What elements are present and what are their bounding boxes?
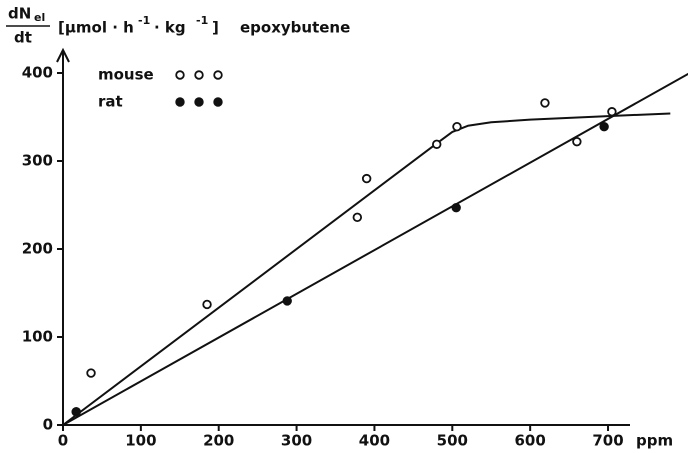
legend-marker — [213, 97, 223, 107]
data-point — [452, 121, 462, 132]
y-axis — [56, 47, 70, 425]
data-point — [71, 407, 81, 417]
legend-marker — [194, 97, 204, 107]
x-tick-label: 500 — [437, 432, 468, 450]
y-tick-label: 200 — [22, 240, 53, 258]
y-label-exp: -1 — [138, 14, 150, 27]
x-unit: ppm — [636, 432, 673, 450]
y-label-substance: epoxybutene — [240, 19, 350, 37]
fit-line — [62, 72, 688, 426]
y-label-unit: [µmol · h — [58, 19, 134, 37]
x-tick-label: 100 — [125, 432, 156, 450]
data-point — [451, 202, 461, 213]
y-label-numerator: dN — [8, 5, 31, 23]
fit-line — [62, 112, 671, 426]
x-tick-label: 600 — [515, 432, 546, 450]
legend-marker — [213, 70, 223, 80]
x-tick-label: 300 — [281, 432, 312, 450]
y-tick-label: 100 — [22, 328, 53, 346]
data-point — [599, 121, 609, 132]
y-tick-label: 300 — [22, 152, 53, 170]
x-tick-label: 400 — [359, 432, 390, 450]
data-point — [572, 136, 582, 147]
x-tick-label: 0 — [58, 432, 68, 450]
data-point — [432, 139, 442, 149]
legend-marker — [175, 70, 185, 80]
legend-marker — [194, 70, 204, 80]
data-point — [352, 212, 363, 223]
data-point — [540, 98, 550, 108]
y-label-numerator-sub: el — [34, 11, 45, 24]
y-tick-label: 400 — [22, 64, 53, 82]
data-point — [361, 173, 372, 184]
y-label-unit: ] — [212, 19, 219, 37]
y-label-denominator: dt — [14, 29, 32, 47]
y-tick-label: 0 — [43, 416, 53, 434]
y-label-exp: -1 — [196, 14, 208, 27]
y-label-unit: · kg — [154, 19, 186, 37]
data-point — [282, 296, 292, 306]
x-tick-label: 700 — [592, 432, 623, 450]
data-point — [202, 299, 212, 310]
data-point — [607, 107, 617, 117]
legend-marker — [175, 97, 185, 107]
legend-label: mouse — [98, 66, 154, 84]
x-tick-label: 200 — [203, 432, 234, 450]
data-point — [86, 368, 96, 378]
legend-label: rat — [98, 93, 123, 111]
